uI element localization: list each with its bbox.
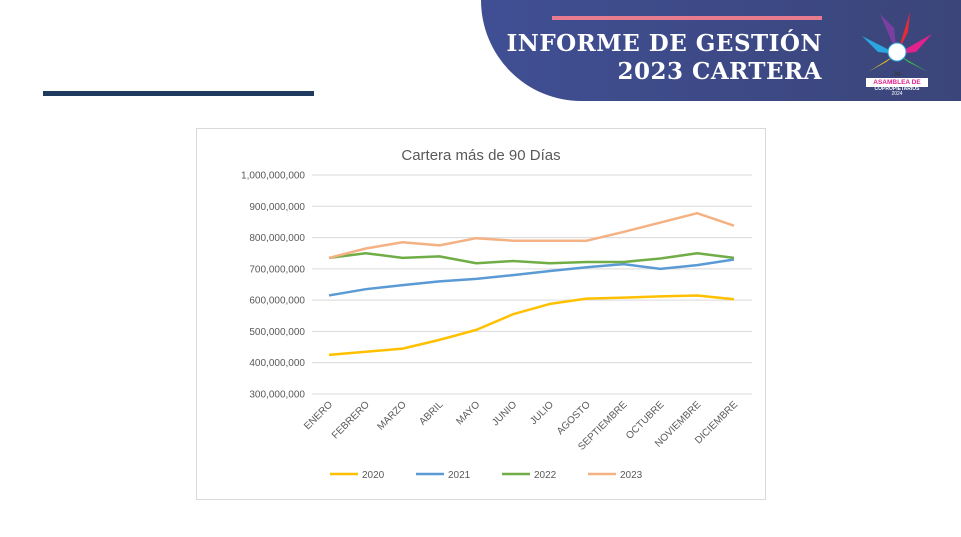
series-line-2023 — [328, 211, 735, 260]
x-tick-label: ABRIL — [417, 399, 446, 428]
legend-label-2023: 2023 — [620, 470, 643, 481]
x-tick-label: ENERO — [302, 399, 335, 432]
y-tick-label: 600,000,000 — [249, 296, 305, 307]
x-tick-label: AGOSTO — [555, 399, 593, 437]
accent-bar — [552, 16, 822, 20]
title-line-1: INFORME DE GESTIÓN — [506, 30, 822, 57]
legend-label-2021: 2021 — [448, 470, 471, 481]
y-tick-label: 1,000,000,000 — [241, 171, 305, 182]
y-tick-label: 800,000,000 — [249, 233, 305, 244]
assembly-logo: -39- ASAMBLEA DE COPROPIETARIOS 2024 — [862, 12, 932, 96]
svg-text:-39-: -39- — [892, 72, 903, 78]
legend-label-2020: 2020 — [362, 470, 385, 481]
y-tick-label: 500,000,000 — [249, 327, 305, 338]
x-tick-label: FEBRERO — [330, 399, 372, 441]
y-tick-label: 300,000,000 — [249, 390, 305, 401]
svg-text:2024: 2024 — [891, 91, 902, 96]
svg-text:COPROPIETARIOS: COPROPIETARIOS — [875, 86, 921, 92]
legend-label-2022: 2022 — [534, 470, 557, 481]
chart-container: Cartera más de 90 Días 300,000,000 400,00… — [196, 128, 766, 500]
y-tick-label: 700,000,000 — [249, 264, 305, 275]
title-line-2: 2023 CARTERA — [617, 58, 822, 85]
x-tick-label: MAYO — [454, 399, 482, 427]
y-tick-label: 400,000,000 — [249, 358, 305, 369]
chart-title: Cartera más de 90 Días — [401, 147, 560, 164]
series-line-2020 — [328, 294, 735, 357]
series-line-2021 — [328, 258, 735, 297]
page-title: INFORME DE GESTIÓN 2023 CARTERA — [507, 30, 822, 86]
x-tick-label: JUNIO — [490, 399, 519, 428]
line-chart: Cartera más de 90 Días 300,000,000 400,00… — [241, 147, 752, 481]
svg-text:ASAMBLEA DE: ASAMBLEA DE — [873, 79, 921, 86]
x-tick-label: MARZO — [375, 399, 408, 432]
series-line-2022 — [328, 251, 735, 265]
decorative-bar — [43, 91, 314, 96]
y-tick-label: 900,000,000 — [249, 202, 305, 213]
x-tick-label: JULIO — [528, 399, 556, 427]
